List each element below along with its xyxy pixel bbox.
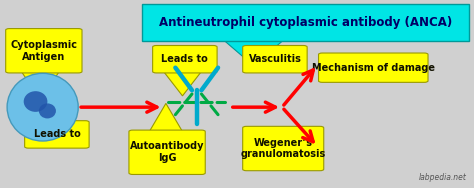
Polygon shape <box>164 71 201 96</box>
Text: labpedia.net: labpedia.net <box>419 173 467 182</box>
Text: Vasculitis: Vasculitis <box>248 54 301 64</box>
Polygon shape <box>225 41 282 66</box>
Polygon shape <box>36 100 69 122</box>
FancyBboxPatch shape <box>153 45 217 73</box>
Text: Cytoplasmic
Antigen: Cytoplasmic Antigen <box>10 40 77 61</box>
FancyBboxPatch shape <box>243 45 307 73</box>
Text: Autoantibody
IgG: Autoantibody IgG <box>130 142 204 163</box>
Polygon shape <box>21 71 59 100</box>
Ellipse shape <box>39 103 56 118</box>
FancyBboxPatch shape <box>243 126 324 171</box>
FancyBboxPatch shape <box>129 130 205 174</box>
Text: Antineutrophil cytoplasmic antibody (ANCA): Antineutrophil cytoplasmic antibody (ANC… <box>159 16 452 29</box>
Ellipse shape <box>24 91 47 112</box>
FancyBboxPatch shape <box>142 4 469 41</box>
FancyBboxPatch shape <box>6 29 82 73</box>
Text: Mechanism of damage: Mechanism of damage <box>312 63 435 73</box>
Ellipse shape <box>7 73 78 141</box>
Text: Leads to: Leads to <box>34 129 80 139</box>
Text: Leads to: Leads to <box>162 54 208 64</box>
FancyBboxPatch shape <box>319 53 428 82</box>
Text: Wegener’s
granulomatosis: Wegener’s granulomatosis <box>241 138 326 159</box>
FancyBboxPatch shape <box>25 121 89 148</box>
Polygon shape <box>149 103 182 132</box>
